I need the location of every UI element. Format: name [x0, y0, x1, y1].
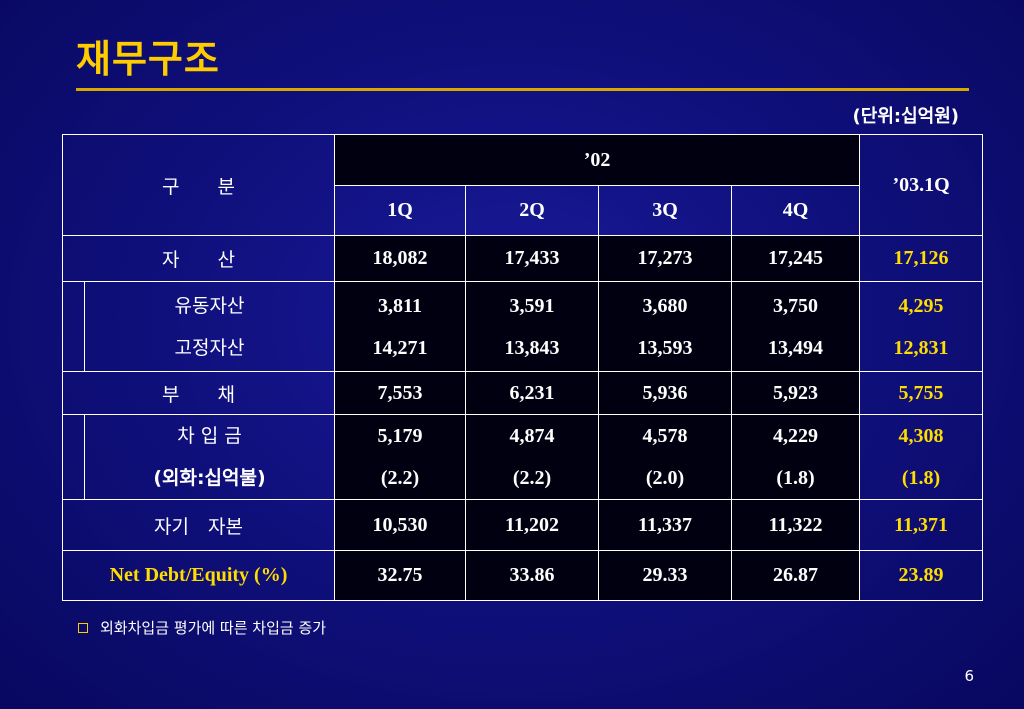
- cell: 10,530: [334, 499, 466, 551]
- row-label-asset-breakdown: 유동자산 고정자산: [84, 281, 335, 372]
- table-row: 차 입 금 (외화:십억불) 5,179 (2.2) 4,874 (2.2) 4…: [62, 414, 984, 500]
- square-bullet-icon: [78, 622, 88, 633]
- row-label-borrowings: 차 입 금 (외화:십억불): [84, 414, 335, 500]
- cell-value: 3,750: [773, 294, 819, 317]
- cell: 6,231: [465, 371, 599, 415]
- page-number: 6: [964, 667, 974, 685]
- row-label-assets: 자 산: [62, 235, 335, 282]
- cell-value: (2.2): [512, 467, 552, 489]
- label-current-assets: 유동자산: [174, 294, 245, 317]
- cell: 11,337: [598, 499, 732, 551]
- cell: 3,811 14,271: [334, 281, 466, 372]
- cell-latest: 4,295 12,831: [859, 281, 984, 372]
- cell: 32.75: [334, 550, 466, 601]
- table-row: Net Debt/Equity (%) 32.75 33.86 29.33 26…: [62, 550, 984, 601]
- cell: 4,229 (1.8): [730, 414, 861, 500]
- header-q2: 2Q: [465, 185, 599, 236]
- indent-spacer: [62, 281, 85, 372]
- cell: 7,553: [334, 371, 466, 415]
- cell: 4,874 (2.2): [465, 414, 599, 500]
- cell-latest: 17,126: [859, 235, 984, 282]
- cell: 5,179 (2.2): [334, 414, 466, 500]
- cell-latest: 11,371: [859, 499, 984, 551]
- cell-value: (2.2): [380, 467, 420, 489]
- cell: 11,322: [730, 499, 861, 551]
- cell: 3,680 13,593: [598, 281, 732, 372]
- header-q4: 4Q: [730, 185, 861, 236]
- cell: 3,591 13,843: [465, 281, 599, 372]
- cell-value: (1.8): [776, 467, 815, 489]
- unit-label: (단위:십억원): [852, 106, 959, 127]
- row-label-net-debt-equity: Net Debt/Equity (%): [62, 550, 335, 601]
- label-fx-borrowings: (외화:십억불): [153, 467, 266, 489]
- cell-latest: 5,755: [859, 371, 984, 415]
- cell-value: 12,831: [893, 336, 949, 359]
- cell-latest: 4,308 (1.8): [859, 414, 984, 500]
- indent-spacer: [62, 414, 85, 500]
- row-label-equity: 자기 자본: [62, 499, 335, 551]
- table-row: 자 산 18,082 17,433 17,273 17,245 17,126: [62, 235, 984, 282]
- cell: 11,202: [465, 499, 599, 551]
- cell-value: (1.8): [901, 467, 941, 489]
- table-row: 부 채 7,553 6,231 5,936 5,923 5,755: [62, 371, 984, 415]
- cell: 17,273: [598, 235, 732, 282]
- cell-value: 3,591: [509, 294, 555, 317]
- cell: 4,578 (2.0): [598, 414, 732, 500]
- header-category: 구 분: [62, 134, 335, 236]
- header-q3: 3Q: [598, 185, 732, 236]
- footnote-text: 외화차입금 평가에 따른 차입금 증가: [100, 619, 327, 637]
- cell: 26.87: [730, 550, 861, 601]
- cell: 3,750 13,494: [730, 281, 861, 372]
- cell-value: 4,874: [509, 425, 555, 447]
- footnote: 외화차입금 평가에 따른 차입금 증가: [78, 617, 326, 638]
- cell: 17,433: [465, 235, 599, 282]
- cell: 29.33: [598, 550, 732, 601]
- row-label-liabilities: 부 채: [62, 371, 335, 415]
- cell-value: 3,811: [378, 294, 422, 317]
- cell-value: 4,229: [773, 425, 819, 447]
- cell-value: (2.0): [645, 467, 685, 489]
- title-divider: [76, 88, 969, 91]
- cell: 17,245: [730, 235, 861, 282]
- cell-value: 13,593: [637, 336, 693, 359]
- header-year: ’02: [333, 134, 861, 186]
- cell: 5,923: [730, 371, 861, 415]
- cell-value: 3,680: [642, 294, 688, 317]
- label-borrowings: 차 입 금: [177, 425, 242, 447]
- cell-value: 5,179: [377, 425, 423, 447]
- cell-value: 4,578: [642, 425, 688, 447]
- header-latest: ’03.1Q: [859, 134, 984, 236]
- cell-value: 4,308: [898, 425, 944, 447]
- cell-value: 4,295: [898, 294, 944, 317]
- cell-value: 13,843: [504, 336, 560, 359]
- cell: 33.86: [465, 550, 599, 601]
- table-row: 유동자산 고정자산 3,811 14,271 3,591 13,843 3,68…: [62, 281, 984, 372]
- label-fixed-assets: 고정자산: [174, 336, 245, 359]
- cell-value: 14,271: [372, 336, 428, 359]
- table-row: 자기 자본 10,530 11,202 11,337 11,322 11,371: [62, 499, 984, 551]
- header-q1: 1Q: [334, 185, 466, 236]
- cell: 18,082: [334, 235, 466, 282]
- cell-latest: 23.89: [859, 550, 984, 601]
- page-title: 재무구조: [76, 37, 220, 81]
- cell-value: 13,494: [768, 336, 824, 359]
- cell: 5,936: [598, 371, 732, 415]
- financial-structure-table: 구 분 ’02 ’03.1Q 1Q 2Q 3Q 4Q 자 산 18,082 17…: [62, 134, 984, 601]
